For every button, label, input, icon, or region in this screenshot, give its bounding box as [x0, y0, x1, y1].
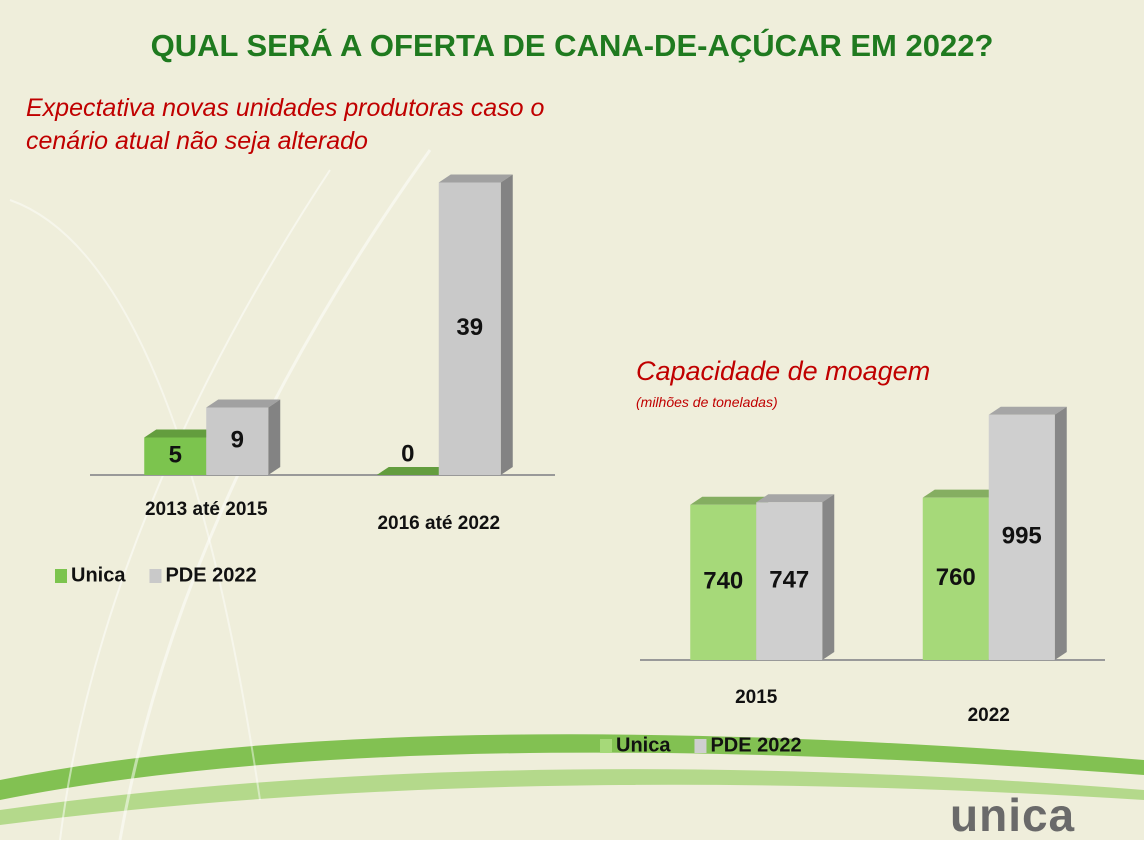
- legend-swatch: [694, 739, 707, 753]
- bar: [438, 182, 501, 475]
- value-label: 39: [456, 314, 483, 341]
- chart-subtitle: (milhões de toneladas): [636, 394, 778, 410]
- bar-side: [822, 494, 835, 660]
- bar-top: [922, 489, 1001, 498]
- bar: [206, 407, 269, 475]
- bar: [922, 497, 989, 660]
- x-tick-label: 2022: [968, 705, 1010, 726]
- logo: unica: [950, 789, 1076, 841]
- value-label: 9: [231, 427, 244, 454]
- bar-side: [500, 174, 513, 475]
- legend-swatch: [55, 569, 67, 583]
- bar: [756, 502, 823, 660]
- bar-top: [438, 174, 513, 183]
- bar-top: [376, 467, 451, 475]
- x-tick-label: 2013 até 2015: [145, 499, 268, 520]
- bar: [988, 414, 1055, 660]
- x-tick-label: 2015: [735, 687, 778, 708]
- legend-label: Unica: [71, 564, 126, 586]
- x-tick-label: 2016 até 2022: [377, 513, 500, 534]
- value-label: 740: [703, 568, 743, 595]
- value-label: 995: [1002, 523, 1042, 550]
- chart-title: Capacidade de moagem: [636, 356, 931, 386]
- page-title: QUAL SERÁ A OFERTA DE CANA-DE-AÇÚCAR EM …: [150, 28, 994, 63]
- legend-swatch: [600, 739, 612, 753]
- bar-side: [1054, 406, 1067, 660]
- chart-title: Expectativa novas unidades produtoras ca…: [26, 94, 545, 155]
- bar-top: [690, 496, 769, 505]
- bar-top: [756, 494, 835, 503]
- bar-side: [268, 399, 281, 475]
- value-label: 747: [769, 566, 809, 593]
- bar: [144, 437, 207, 475]
- legend-label: PDE 2022: [165, 564, 256, 586]
- value-label: 0: [401, 440, 414, 467]
- value-label: 5: [169, 442, 182, 469]
- legend-swatch: [149, 569, 162, 583]
- value-label: 760: [936, 564, 976, 591]
- bar: [690, 504, 757, 660]
- bar-top: [988, 406, 1067, 415]
- legend-label: PDE 2022: [710, 734, 801, 756]
- bar-top: [206, 399, 281, 408]
- legend-label: Unica: [616, 734, 671, 756]
- bar-top: [144, 429, 219, 438]
